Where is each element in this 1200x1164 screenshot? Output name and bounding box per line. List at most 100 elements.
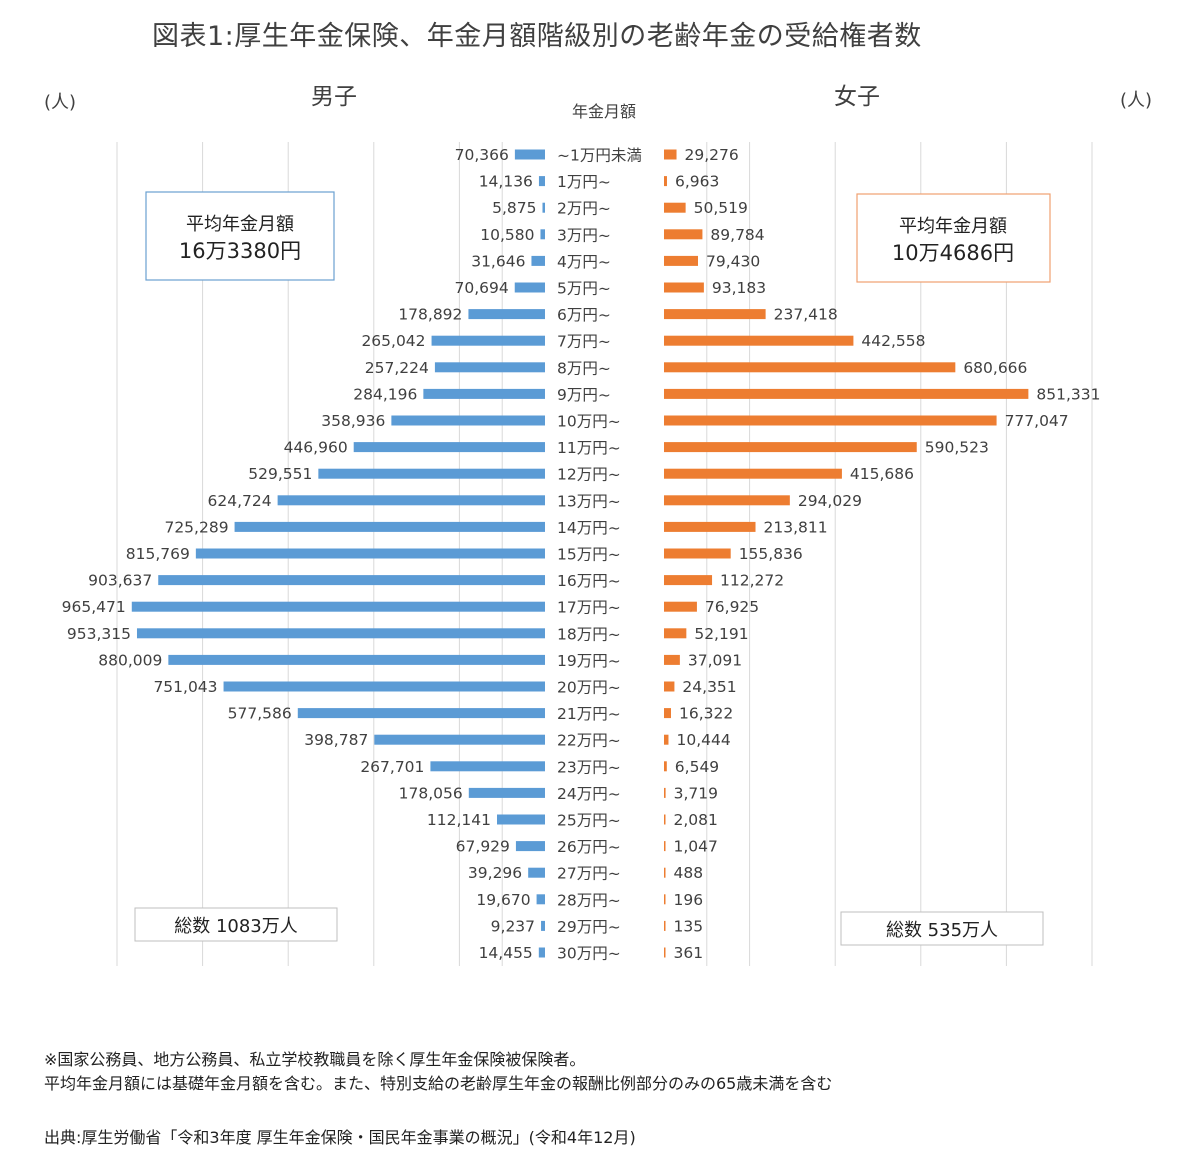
female-bar-11: [664, 442, 917, 453]
male-value-label-20: 751,043: [153, 678, 217, 696]
female-bar-15: [664, 548, 731, 559]
male-bar-4: [531, 255, 545, 266]
male-value-label-9: 284,196: [353, 385, 417, 403]
female-bar-19: [664, 654, 680, 665]
male-bar-14: [234, 521, 546, 532]
female-value-label-24: 3,719: [674, 784, 718, 802]
female-value-label-30: 361: [674, 944, 704, 962]
male-value-label-6: 178,892: [398, 306, 462, 324]
male-value-label-12: 529,551: [248, 465, 312, 483]
female-value-label-4: 79,430: [706, 252, 760, 270]
female-value-label-6: 237,418: [774, 306, 838, 324]
female-value-label-22: 10,444: [676, 731, 730, 749]
female-bar-0: [664, 149, 677, 160]
category-label-17: 17万円~: [557, 599, 621, 617]
male-value-label-16: 903,637: [88, 572, 152, 590]
female-total: 総数 535万人: [886, 920, 998, 941]
female-value-label-7: 442,558: [861, 332, 925, 350]
male-value-label-19: 880,009: [98, 651, 162, 669]
category-label-20: 20万円~: [557, 679, 621, 697]
category-label-1: 1万円~: [557, 173, 611, 191]
male-bar-0: [514, 149, 545, 160]
male-average-label: 平均年金月額: [186, 214, 294, 235]
male-bar-1: [538, 176, 545, 187]
male-value-label-2: 5,875: [492, 199, 536, 217]
male-average-value: 16万3380円: [179, 239, 301, 263]
male-bar-21: [297, 708, 545, 719]
female-value-label-11: 590,523: [925, 439, 989, 457]
female-value-label-10: 777,047: [1005, 412, 1069, 430]
male-bar-5: [514, 282, 545, 293]
female-bar-21: [664, 708, 671, 719]
male-bar-12: [318, 468, 545, 479]
category-label-19: 19万円~: [557, 652, 621, 670]
female-average-value: 10万4686円: [892, 241, 1014, 265]
male-value-labels: 70,366 14,136 5,875 10,580 31,646 70,694 178,8…: [62, 146, 537, 962]
male-bar-29: [541, 920, 545, 931]
category-label-23: 23万円~: [557, 758, 621, 776]
category-label-0: ~1万円未満: [557, 147, 642, 165]
male-bar-19: [168, 654, 546, 665]
female-value-label-20: 24,351: [682, 678, 736, 696]
male-bar-15: [195, 548, 545, 559]
female-bar-20: [664, 681, 675, 692]
male-bar-20: [223, 681, 545, 692]
male-series-label: 男子: [311, 84, 357, 110]
female-average-box: 平均年金月額 10万4686円: [856, 193, 1051, 283]
female-bar-25: [664, 814, 666, 825]
male-total-box: 総数 1083万人: [134, 907, 338, 942]
male-bar-9: [423, 388, 545, 399]
male-average-box: 平均年金月額 16万3380円: [145, 191, 335, 281]
male-value-label-10: 358,936: [321, 412, 385, 430]
female-bar-26: [664, 841, 666, 852]
female-value-label-16: 112,272: [720, 572, 784, 590]
category-label-21: 21万円~: [557, 705, 621, 723]
male-value-label-11: 446,960: [284, 439, 348, 457]
male-bar-13: [277, 495, 545, 506]
male-value-label-7: 265,042: [361, 332, 425, 350]
pension-pyramid-chart: (人) (人) 男子 女子 年金月額 70,366 14,136 5,875 10,5…: [44, 84, 1152, 966]
female-value-label-2: 50,519: [694, 199, 748, 217]
male-value-label-22: 398,787: [304, 731, 368, 749]
female-bar-8: [664, 362, 956, 373]
male-value-label-14: 725,289: [164, 518, 228, 536]
male-bar-30: [538, 947, 545, 958]
male-value-label-25: 112,141: [427, 811, 491, 829]
female-value-label-19: 37,091: [688, 651, 742, 669]
category-axis-label: 年金月額: [572, 102, 636, 121]
female-value-label-8: 680,666: [963, 359, 1027, 377]
category-label-3: 3万円~: [557, 226, 611, 244]
category-label-8: 8万円~: [557, 359, 611, 377]
male-bar-28: [536, 894, 545, 905]
female-value-label-12: 415,686: [850, 465, 914, 483]
male-bar-18: [136, 628, 545, 639]
female-bar-28: [664, 894, 666, 905]
female-bar-14: [664, 521, 756, 532]
male-bar-24: [468, 787, 545, 798]
male-total: 総数 1083万人: [174, 916, 298, 937]
note-line-1: ※国家公務員、地方公務員、私立学校教職員を除く厚生年金保険被保険者。: [44, 1050, 586, 1069]
female-value-label-14: 213,811: [764, 518, 828, 536]
female-bar-23: [664, 761, 667, 772]
unit-right: (人): [1120, 90, 1152, 111]
male-bar-27: [528, 867, 545, 878]
source-note: 出典:厚生労働省「令和3年度 厚生年金保険・国民年金事業の概況」(令和4年12月…: [44, 1128, 636, 1147]
female-value-label-29: 135: [674, 917, 704, 935]
category-label-12: 12万円~: [557, 466, 621, 484]
male-value-label-3: 10,580: [480, 226, 534, 244]
male-value-label-4: 31,646: [471, 252, 525, 270]
category-labels: ~1万円未満 1万円~ 2万円~ 3万円~ 4万円~ 5万円~ 6万円~ 7万円~ 8万円~ 9万…: [557, 147, 642, 963]
male-value-label-15: 815,769: [126, 545, 190, 563]
female-bar-1: [664, 176, 667, 187]
category-label-11: 11万円~: [557, 439, 621, 457]
female-bar-7: [664, 335, 854, 346]
female-value-label-9: 851,331: [1036, 385, 1100, 403]
male-value-label-21: 577,586: [228, 705, 292, 723]
category-label-15: 15万円~: [557, 546, 621, 564]
male-bar-25: [497, 814, 545, 825]
male-bar-17: [131, 601, 545, 612]
female-bar-17: [664, 601, 697, 612]
female-value-label-28: 196: [674, 891, 704, 909]
female-value-label-15: 155,836: [739, 545, 803, 563]
female-value-label-27: 488: [674, 864, 704, 882]
